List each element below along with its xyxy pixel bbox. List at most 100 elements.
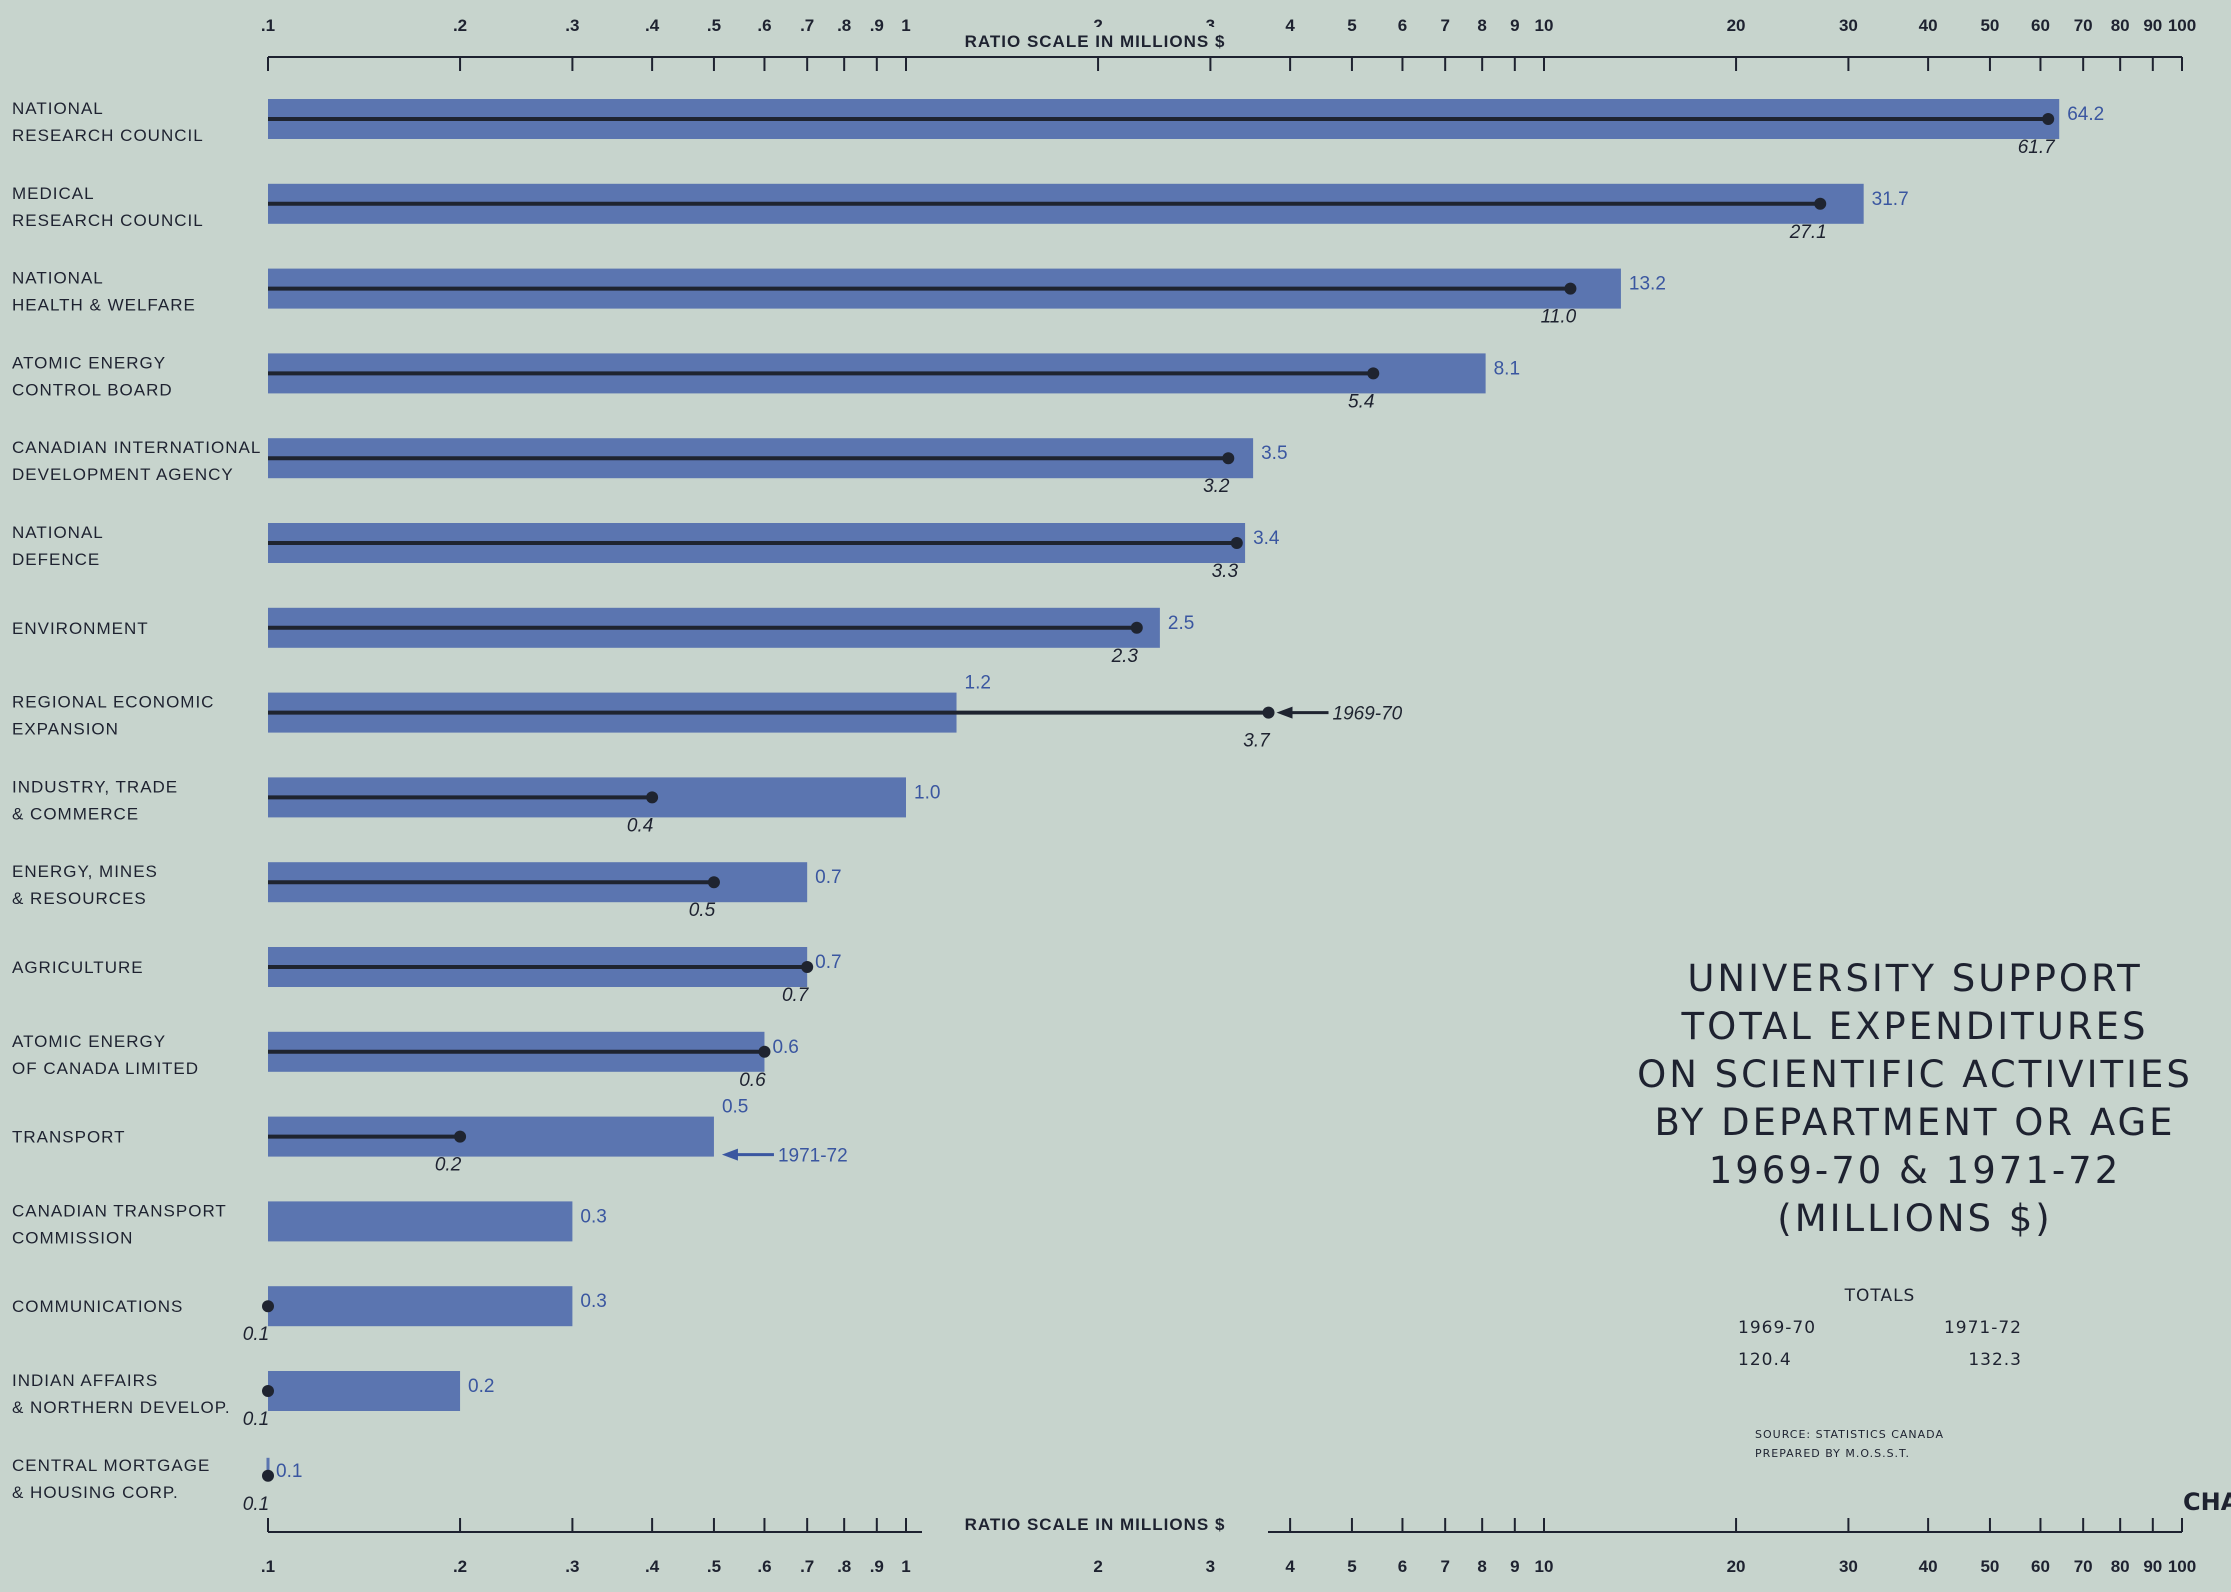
category-label-line-2: & HOUSING CORP. xyxy=(12,1483,179,1502)
bottom-tick-label: .8 xyxy=(837,1557,851,1576)
value-label-1969-70: 3.7 xyxy=(1243,731,1271,752)
top-tick-label: 60 xyxy=(2031,16,2050,35)
category-label-line-1: NATIONAL xyxy=(12,523,104,542)
bottom-axis-label-bg xyxy=(922,1510,1268,1536)
top-tick-label: .7 xyxy=(800,16,814,35)
category-label: AGRICULTURE xyxy=(12,958,144,977)
point-1969-70 xyxy=(262,1469,274,1482)
value-label-1969-70: 0.6 xyxy=(739,1070,766,1091)
point-1969-70 xyxy=(1222,452,1235,465)
value-label-1969-70: 5.4 xyxy=(1348,391,1374,412)
category-label-line-2: RESEARCH COUNCIL xyxy=(12,126,204,145)
source-note: SOURCE: STATISTICS CANADA PREPARED BY M.… xyxy=(1755,1425,1944,1463)
top-tick-label: .2 xyxy=(453,16,467,35)
value-label-1969-70: 0.1 xyxy=(243,1324,269,1345)
bottom-tick-label: 70 xyxy=(2074,1557,2093,1576)
bottom-tick-label: 9 xyxy=(1510,1557,1519,1576)
category-label-line-1: ENERGY, MINES xyxy=(12,862,158,881)
category-label-line-1: CANADIAN INTERNATIONAL xyxy=(12,438,261,457)
value-label-1971-72: 3.5 xyxy=(1261,443,1287,464)
category-label-line-2: DEFENCE xyxy=(12,550,100,569)
bottom-tick-label: 60 xyxy=(2031,1557,2050,1576)
bottom-tick-label: 4 xyxy=(1285,1557,1295,1576)
bottom-tick-label: .4 xyxy=(645,1557,660,1576)
top-tick-label: 50 xyxy=(1980,16,1999,35)
value-label-1971-72: 0.5 xyxy=(722,1097,748,1118)
value-label-1969-70: 0.4 xyxy=(627,815,653,836)
value-label-1971-72: 0.3 xyxy=(580,1206,606,1227)
source-text: SOURCE: STATISTICS CANADA xyxy=(1755,1428,1944,1441)
bottom-axis-label: RATIO SCALE IN MILLIONS $ xyxy=(965,1515,1226,1534)
value-label-1969-70: 3.2 xyxy=(1203,476,1230,497)
chart-title: UNIVERSITY SUPPORT TOTAL EXPENDITURES ON… xyxy=(1555,955,2231,1243)
value-label-1969-70: 0.7 xyxy=(782,985,810,1006)
point-1969-70 xyxy=(262,1300,274,1313)
point-1969-70 xyxy=(454,1130,467,1143)
top-tick-label: .4 xyxy=(645,16,660,35)
top-tick-label: .1 xyxy=(261,16,275,35)
value-label-1971-72: 0.2 xyxy=(468,1376,494,1397)
top-tick-label: 3 xyxy=(1206,16,1215,35)
top-tick-label: 6 xyxy=(1398,16,1407,35)
totals-value-1969-70: 120.4 xyxy=(1738,1350,1792,1370)
annotation-label: 1971-72 xyxy=(778,1146,848,1167)
category-label-line-2: RESEARCH COUNCIL xyxy=(12,211,204,230)
value-label-1969-70: 0.1 xyxy=(243,1409,269,1430)
value-label-1971-72: 64.2 xyxy=(2067,104,2104,125)
value-label-1969-70: 0.1 xyxy=(243,1494,269,1515)
category-label-line-2: EXPANSION xyxy=(12,720,119,739)
value-label-1971-72: 1.0 xyxy=(914,782,940,803)
title-line-5: 1969-70 & 1971-72 xyxy=(1708,1149,2122,1192)
bottom-tick-label: 90 xyxy=(2143,1557,2162,1576)
category-label-line-1: ATOMIC ENERGY xyxy=(12,1032,166,1051)
top-tick-label: .3 xyxy=(565,16,579,35)
category-label-line-1: REGIONAL ECONOMIC xyxy=(12,693,214,712)
category-label-line-1: ATOMIC ENERGY xyxy=(12,353,166,372)
top-tick-label: 10 xyxy=(1535,16,1554,35)
top-tick-label: 80 xyxy=(2111,16,2130,35)
top-tick-label: .8 xyxy=(837,16,851,35)
bottom-tick-label: 80 xyxy=(2111,1557,2130,1576)
value-label-1969-70: 61.7 xyxy=(2018,137,2056,158)
point-1969-70 xyxy=(262,1385,274,1397)
value-label-1971-72: 13.2 xyxy=(1629,274,1666,295)
bottom-tick-label: 1 xyxy=(901,1557,910,1576)
bottom-tick-label: 3 xyxy=(1206,1557,1215,1576)
top-tick-label: 9 xyxy=(1510,16,1519,35)
top-tick-label: 2 xyxy=(1093,16,1102,35)
value-label-1971-72: 8.1 xyxy=(1494,358,1520,379)
annotation-arrow-head xyxy=(1276,706,1293,719)
bar-1971-72 xyxy=(268,1371,461,1411)
category-label-line-2: & COMMERCE xyxy=(12,804,139,823)
bottom-tick-label: 100 xyxy=(2168,1557,2196,1576)
totals-heading: TOTALS xyxy=(1844,1286,1916,1306)
category-label: COMMUNICATIONS xyxy=(12,1297,183,1316)
bottom-tick-label: 2 xyxy=(1093,1557,1102,1576)
value-label-1969-70: 0.5 xyxy=(689,900,716,921)
value-label-1971-72: 0.3 xyxy=(580,1291,606,1312)
bottom-tick-label: 8 xyxy=(1477,1557,1486,1576)
bar-1971-72 xyxy=(268,1286,573,1327)
category-label-line-2: & RESOURCES xyxy=(12,889,147,908)
top-tick-label: 30 xyxy=(1839,16,1858,35)
bottom-tick-label: 6 xyxy=(1398,1557,1407,1576)
bottom-tick-label: .1 xyxy=(261,1557,275,1576)
top-tick-label: 7 xyxy=(1440,16,1449,35)
point-1969-70 xyxy=(1564,282,1577,295)
point-1969-70 xyxy=(758,1045,771,1058)
category-label-line-1: MEDICAL xyxy=(12,184,95,203)
category-label-line-2: OF CANADA LIMITED xyxy=(12,1059,199,1078)
totals-box: TOTALS 1969-70 1971-72 120.4 132.3 xyxy=(1730,1280,2030,1376)
annotation-label: 1969-70 xyxy=(1333,704,1403,725)
top-tick-label: 4 xyxy=(1285,16,1295,35)
value-label-1969-70: 2.3 xyxy=(1111,646,1139,667)
bottom-tick-label: .9 xyxy=(870,1557,884,1576)
prepared-by-text: PREPARED BY M.O.S.S.T. xyxy=(1755,1447,1910,1460)
bottom-tick-label: 7 xyxy=(1440,1557,1449,1576)
category-label-line-2: CONTROL BOARD xyxy=(12,380,173,399)
point-1969-70 xyxy=(707,876,720,889)
top-tick-label: 8 xyxy=(1477,16,1486,35)
bottom-tick-label: 40 xyxy=(1919,1557,1938,1576)
top-tick-label: 20 xyxy=(1727,16,1746,35)
